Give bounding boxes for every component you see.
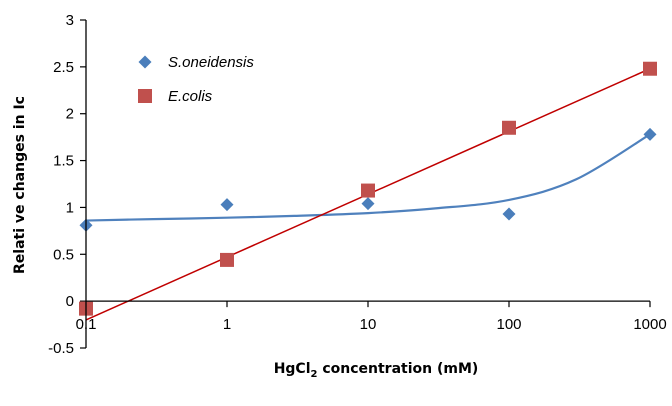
trendline-s-oneidensis — [85, 133, 651, 222]
x-tick-label: 10 — [360, 316, 377, 333]
y-tick-label: 1.5 — [53, 153, 74, 170]
y-tick-label: 2.5 — [53, 59, 74, 76]
axes — [85, 20, 650, 348]
e-colis-point — [361, 183, 375, 198]
y-axis-title: Relati ve changes in Ic — [12, 96, 28, 274]
y-tick-label: 0.5 — [53, 246, 74, 263]
legend: S.oneidensis E.colis — [138, 54, 254, 105]
y-tick-label: 0 — [66, 293, 74, 310]
y-axis-ticks: -0.5 0 0.5 1 1.5 2 2.5 3 — [48, 12, 86, 357]
s-oneidensis-point — [220, 198, 234, 212]
legend-label-1: S.oneidensis — [168, 54, 254, 71]
s-oneidensis-point — [361, 197, 375, 211]
x-tick-label: 100 — [496, 316, 521, 333]
data-points — [79, 61, 657, 316]
legend-marker-2 — [138, 89, 152, 103]
y-tick-label: 3 — [66, 12, 74, 29]
x-axis-title: HgCl2 concentration (mM) — [274, 361, 479, 380]
x-axis-ticks: 0.1 1 10 100 1000 — [76, 301, 667, 333]
x-axis-title-rest: concentration (mM) — [317, 361, 478, 377]
x-axis-title-main: HgCl — [274, 361, 311, 377]
e-colis-point — [502, 120, 516, 135]
y-tick-label: 1 — [66, 199, 74, 216]
x-tick-label: 1000 — [633, 316, 666, 333]
y-tick-label: -0.5 — [48, 340, 74, 357]
e-colis-point — [643, 61, 657, 76]
s-oneidensis-point — [502, 207, 516, 221]
e-colis-point — [220, 252, 234, 267]
legend-marker-1 — [138, 55, 152, 69]
y-tick-label: 2 — [66, 106, 74, 123]
x-axis-title-subscript: 2 — [311, 369, 318, 380]
s-oneidensis-point — [643, 127, 657, 141]
x-tick-label: 1 — [223, 316, 231, 333]
legend-label-2: E.colis — [168, 88, 213, 105]
